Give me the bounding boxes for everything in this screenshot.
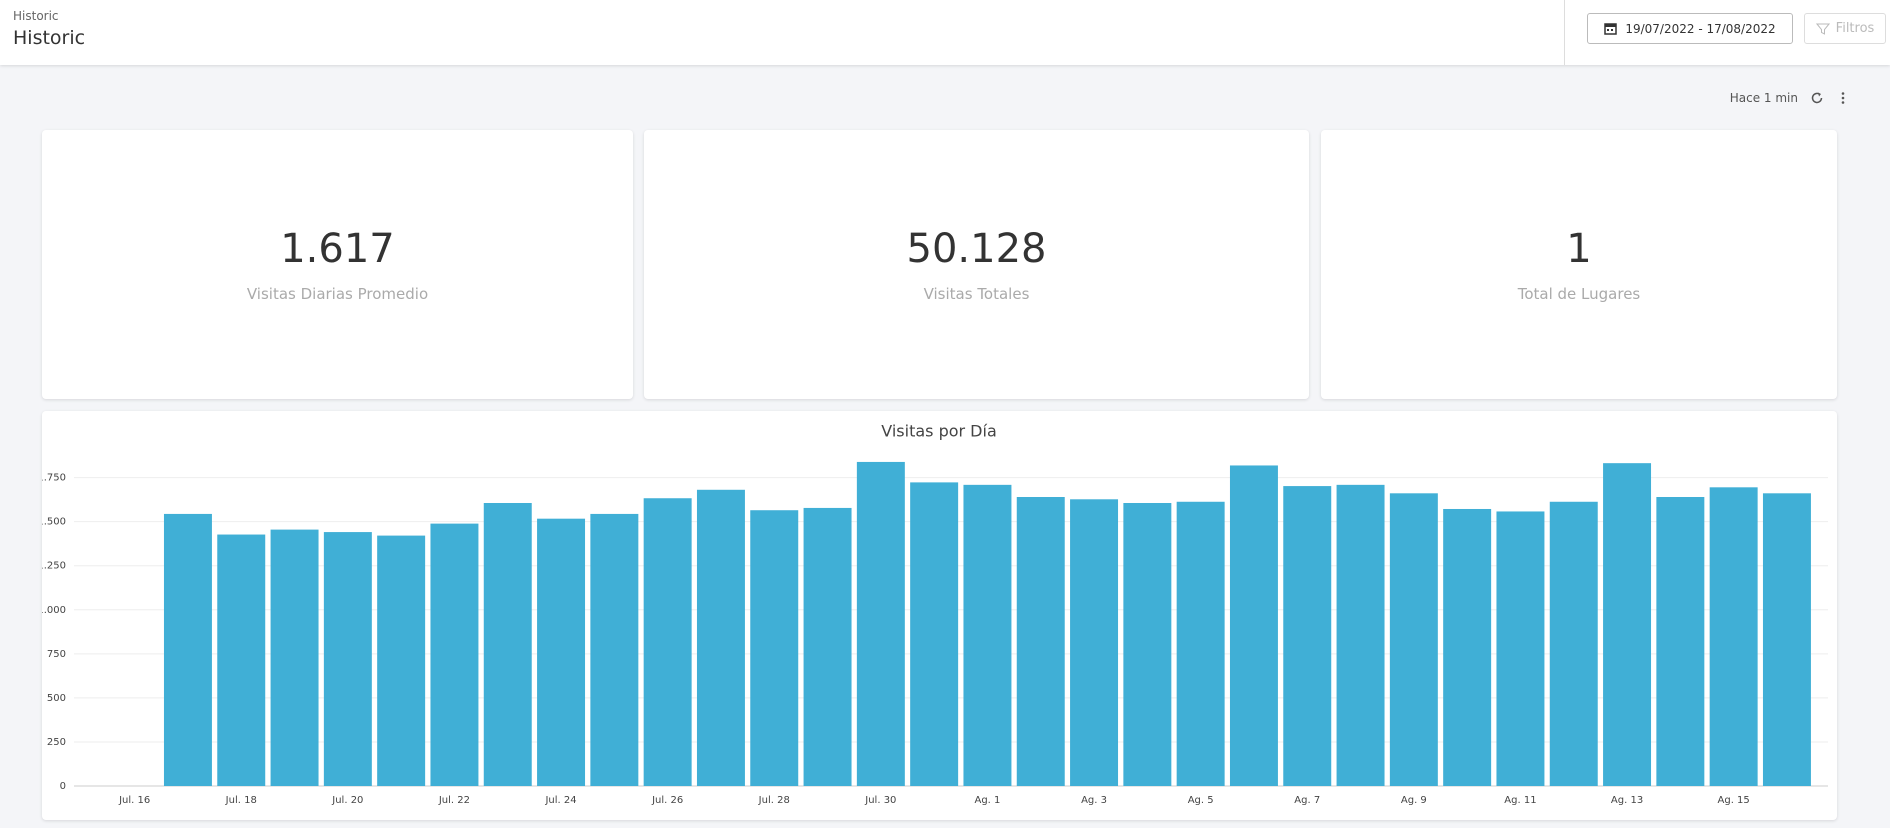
x-tick-label: Ag. 5 [1188,795,1214,806]
x-tick-label: Ag. 11 [1504,795,1536,806]
chart: Visitas por Día 0 250 500 750 1.000 1.250 1.50… [37,422,1828,806]
bar [270,529,319,786]
x-tick-label: Jul. 24 [544,795,576,806]
bar [430,523,479,786]
y-tick-label: 1.750 [42,473,66,484]
kpi-value: 1 [1566,226,1592,272]
bar [1070,499,1119,786]
x-tick-label: Jul. 30 [864,795,896,806]
bar [750,510,799,786]
y-tick-label: 1.000 [42,605,66,616]
filters-label: Filtros [1835,21,1875,36]
kpi-label: Visitas Diarias Promedio [246,285,429,303]
chart-card: Visitas por Día 0 250 500 750 1.000 1.250 1.50… [37,411,1837,820]
bar [1389,493,1438,786]
bar [1443,508,1492,786]
calendar-icon [1604,23,1618,35]
updated-time: Hace 1 min [1729,91,1798,105]
date-range-button[interactable]: 19/07/2022 - 17/08/2022 [1587,13,1793,44]
x-tick-label: Ag. 9 [1401,795,1427,806]
x-tick-label: Ag. 13 [1611,795,1643,806]
bar [1496,511,1545,786]
bar [1709,487,1758,786]
bar [643,498,692,786]
kpi-card: 1.617 Visitas Diarias Promedio [42,130,633,399]
filters-button[interactable]: Filtros [1804,13,1886,44]
bar [696,489,745,786]
bar [1176,501,1225,786]
bar [1229,465,1278,786]
bar [1016,497,1065,786]
bar [1549,501,1598,786]
bar [1762,493,1811,786]
x-tick-label: Jul. 20 [331,795,363,806]
header: Historic Historic 19/07/2022 - 17/08/202… [0,0,1890,65]
bar [910,482,959,786]
bar [163,513,212,786]
more-icon[interactable] [1836,91,1850,105]
bar [856,461,905,786]
x-tick-label: Ag. 7 [1294,795,1320,806]
bar [963,484,1012,786]
refresh-icon[interactable] [1810,91,1824,105]
page-title: Historic [13,27,86,49]
y-tick-label: 250 [47,737,66,748]
y-tick-label: 1.500 [42,517,66,528]
chart-title: Visitas por Día [881,422,997,441]
kpi-label: Total de Lugares [1517,285,1641,303]
bar [323,532,372,786]
bar [377,535,426,786]
kpi-label: Visitas Totales [923,285,1030,303]
bar [537,518,586,786]
bar [217,534,266,786]
x-tick-label: Jul. 16 [118,795,150,806]
breadcrumb[interactable]: Historic [13,9,59,23]
bar [1656,497,1705,786]
kpi-value: 50.128 [906,226,1047,272]
kpi-card: 50.128 Visitas Totales [644,130,1309,399]
x-tick-label: Jul. 28 [758,795,790,806]
x-tick-label: Jul. 22 [438,795,470,806]
x-tick-label: Ag. 1 [974,795,1000,806]
y-tick-label: 500 [47,693,66,704]
x-tick-label: Jul. 26 [651,795,683,806]
x-tick-label: Ag. 15 [1718,795,1750,806]
separator [1564,0,1565,65]
bar [1283,486,1332,786]
y-tick-label: 0 [60,781,66,792]
bar [590,513,639,786]
filter-icon [1815,23,1830,35]
toolbar: Hace 1 min [1700,88,1850,108]
bar [1603,463,1652,786]
kpi-value: 1.617 [280,226,395,272]
bar [803,507,852,786]
y-tick-label: 1.250 [42,561,66,572]
bar [1123,502,1172,786]
x-tick-label: Ag. 3 [1081,795,1107,806]
x-tick-label: Jul. 18 [225,795,257,806]
kpi-card: 1 Total de Lugares [1321,130,1837,399]
bar [1336,484,1385,786]
date-range: 19/07/2022 - 17/08/2022 [1625,21,1776,36]
y-tick-label: 750 [47,649,66,660]
bar [483,502,532,786]
